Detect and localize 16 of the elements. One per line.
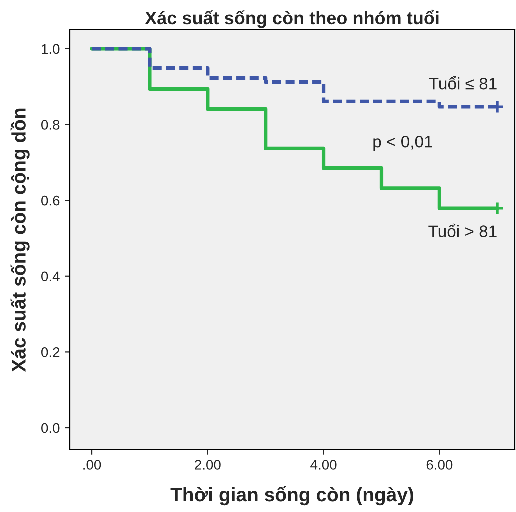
x-tick-label: .00 bbox=[84, 460, 102, 470]
annotation: p < 0,01 bbox=[374, 136, 432, 152]
x-tick-label: 2.00 bbox=[195, 460, 221, 470]
y-tick-label: 0.8 bbox=[42, 120, 60, 130]
x-axis-title: Thời gian sống còn (ngày) bbox=[170, 486, 414, 506]
chart-title: Xác suất sống còn theo nhóm tuổi bbox=[145, 10, 439, 28]
series-label: Tuổi ≤ 81 bbox=[429, 76, 497, 90]
x-tick-label: 6.00 bbox=[426, 460, 453, 470]
y-axis-title: Xác suất sống còn cộng dồn bbox=[10, 108, 30, 372]
y-tick-label: 0.6 bbox=[42, 196, 60, 206]
y-tick-label: 1.0 bbox=[42, 44, 60, 54]
y-tick-label: 0.0 bbox=[42, 423, 60, 434]
y-tick-label: 0.4 bbox=[42, 272, 60, 282]
y-tick-label: 0.2 bbox=[42, 348, 60, 358]
x-tick-label: 4.00 bbox=[310, 460, 337, 470]
series-label: Tuổi > 81 bbox=[428, 224, 497, 238]
